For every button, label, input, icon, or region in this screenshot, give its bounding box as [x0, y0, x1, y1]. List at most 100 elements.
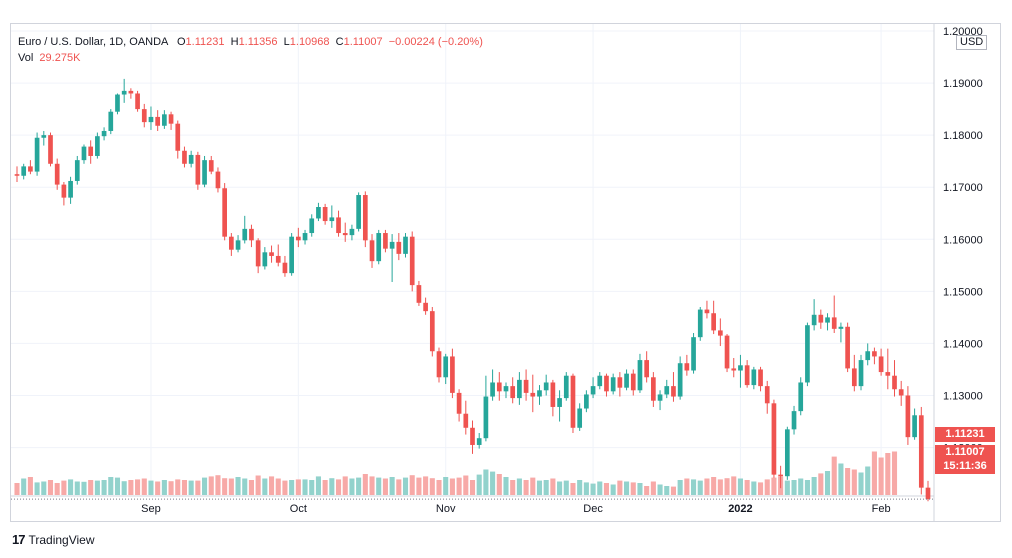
candle-body	[563, 375, 569, 399]
volume-bar	[396, 479, 402, 495]
volume-bar	[637, 483, 643, 495]
candle-body	[684, 363, 690, 371]
candle-body	[101, 130, 107, 137]
candle-body	[41, 135, 47, 138]
candle-body	[423, 302, 428, 312]
volume-bar	[583, 482, 589, 495]
volume-bar	[711, 477, 717, 495]
volume-bar	[114, 477, 121, 495]
y-tick-label: 1.17000	[943, 182, 983, 194]
candle-body	[503, 386, 509, 392]
candle-body	[443, 356, 449, 378]
currency-badge[interactable]: USD	[956, 35, 988, 50]
candle-body	[262, 252, 268, 267]
volume-bar	[650, 481, 656, 495]
volume-bar	[262, 478, 268, 495]
volume-bar	[550, 478, 556, 495]
candle-body	[121, 90, 127, 95]
volume-bar	[315, 476, 321, 495]
volume-bar	[423, 476, 429, 495]
candle-body	[557, 398, 562, 407]
candle-body	[302, 233, 308, 241]
volume-bar	[202, 477, 208, 495]
y-tick-label: 1.16000	[943, 234, 983, 246]
candle-body	[878, 356, 884, 373]
candle-body	[141, 109, 147, 123]
change-value: −0.00224 (−0.20%)	[388, 36, 483, 48]
volume-bar	[21, 478, 27, 495]
chart-pane[interactable]	[10, 23, 1001, 522]
volume-bar	[717, 479, 723, 495]
candle-body	[396, 241, 402, 254]
candle-body	[175, 123, 181, 151]
volume-bar	[503, 477, 509, 495]
candle-body	[537, 390, 542, 397]
volume-bar	[128, 480, 134, 495]
volume-bar	[496, 474, 502, 495]
volume-bar	[530, 477, 536, 495]
volume-bar	[255, 475, 261, 495]
candle-body	[128, 90, 134, 94]
volume-bar	[309, 480, 315, 495]
volume-bar	[275, 478, 281, 495]
volume-bar	[362, 474, 368, 495]
volume-bar	[737, 478, 743, 495]
ohlc-values: O1.11231 H1.11356 L1.10968 C1.11007 −0.0…	[176, 36, 483, 48]
volume-bar	[570, 483, 576, 495]
volume-bar	[181, 480, 188, 495]
candle-body	[610, 377, 616, 392]
candle-body	[470, 427, 475, 445]
volume-bar	[697, 480, 703, 495]
candle-body	[269, 252, 274, 256]
footer-brand[interactable]: 17 TradingView	[12, 532, 95, 547]
candle-body	[383, 233, 388, 249]
candle-body	[476, 438, 482, 445]
candle-body	[718, 330, 723, 336]
volume-bar	[469, 480, 476, 495]
volume-bar	[684, 478, 690, 495]
candle-body	[724, 335, 730, 369]
candle-body	[624, 373, 629, 388]
volume-bar	[543, 480, 549, 495]
candle-body	[68, 180, 73, 198]
candle-body	[322, 207, 328, 222]
candle-body	[148, 116, 154, 123]
candle-body	[490, 382, 495, 397]
volume-bar	[195, 480, 201, 495]
volume-bar	[295, 479, 301, 495]
candle-body	[657, 394, 663, 401]
candle-body	[784, 429, 790, 477]
candle-body	[825, 317, 830, 323]
volume-bar	[94, 480, 100, 495]
brand-name: TradingView	[28, 532, 95, 547]
x-tick-label: Nov	[436, 503, 456, 515]
candle-body	[316, 207, 321, 219]
x-tick-label: Oct	[290, 503, 307, 515]
candle-body	[751, 369, 757, 386]
candle-body	[691, 337, 696, 371]
volume-bar	[751, 481, 757, 495]
candle-body	[135, 93, 140, 110]
candle-body	[851, 368, 857, 387]
volume-bar	[409, 475, 415, 495]
volume-bar	[222, 478, 228, 495]
candle-body	[21, 166, 27, 176]
volume-bar	[376, 477, 382, 495]
candle-body	[342, 233, 348, 236]
chart-legend: Euro / U.S. Dollar, 1D, OANDA O1.11231 H…	[18, 36, 483, 48]
volume-bar	[704, 478, 710, 495]
x-tick-label: 2022	[728, 503, 752, 515]
candle-body	[885, 372, 891, 376]
close-value: 1.11007	[343, 36, 383, 48]
volume-bar	[121, 481, 127, 495]
volume-bar	[536, 480, 543, 495]
candle-body	[898, 389, 904, 396]
candle-body	[48, 135, 53, 164]
volume-bar	[617, 480, 623, 495]
candle-body	[651, 377, 656, 401]
candle-body	[188, 154, 194, 164]
volume-bar	[74, 481, 80, 495]
volume-bar	[798, 478, 804, 495]
open-value: 1.11231	[185, 36, 225, 48]
